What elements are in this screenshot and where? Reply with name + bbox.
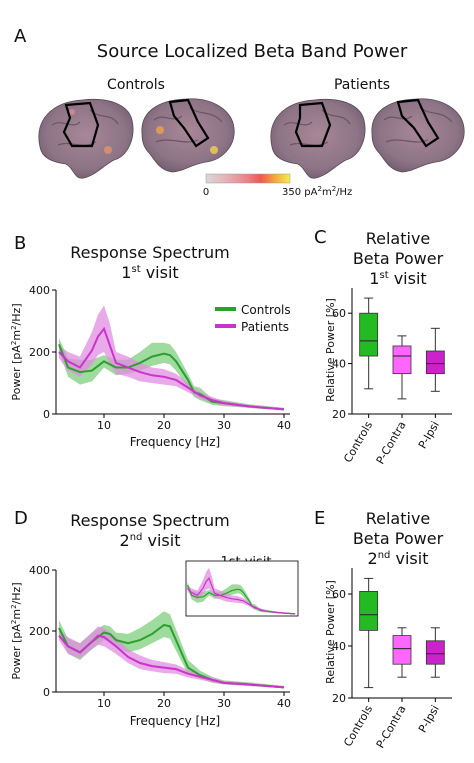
line-controls (58, 343, 285, 411)
band-controls (187, 582, 296, 615)
x-tick-label: 40 (277, 697, 291, 710)
svg-text:Power [pA2m2/Hz]: Power [pA2m2/Hz] (10, 582, 23, 679)
x-tick-label: 40 (277, 419, 291, 432)
box-1 (392, 345, 412, 375)
legend-label-controls: Controls (241, 303, 291, 317)
box-0 (359, 591, 379, 631)
x-tick-label: 20 (157, 419, 171, 432)
panel-d: D Response Spectrum 2nd visit Power [pA2… (10, 508, 299, 728)
y-tick-label: 20 (332, 408, 346, 421)
svg-text:Power [pA2m2/Hz]: Power [pA2m2/Hz] (10, 303, 23, 400)
y-tick-label: 400 (29, 564, 50, 577)
panel-a-title: Source Localized Beta Band Power (97, 41, 408, 62)
box-1 (392, 635, 412, 665)
group-label-controls: Controls (107, 77, 165, 93)
y-tick-label: 40 (332, 640, 346, 653)
panel-letter-b: B (14, 233, 26, 254)
panel-a: A Source Localized Beta Band Power Contr… (14, 26, 465, 198)
y-tick-label: 0 (43, 686, 50, 699)
colorbar-max-label: 350 pA2m2/Hz (282, 185, 352, 198)
panel-b-xlabel: Frequency [Hz] (130, 435, 221, 449)
y-tick-label: 20 (332, 692, 346, 705)
panel-e-title-line3: 2nd visit (368, 549, 429, 568)
legend-label-patients: Patients (241, 320, 289, 334)
band-controls (59, 611, 284, 689)
panel-c: C Relative Beta Power 1st visit Relative… (314, 227, 452, 466)
panel-e-ylabel: Relative Power [%] (324, 580, 337, 684)
band-controls (59, 338, 284, 411)
band-patients (59, 626, 284, 689)
line-patients (186, 577, 296, 615)
panel-letter-c: C (314, 227, 327, 248)
x-tick-label: P-Contra (374, 419, 409, 466)
panel-d-ylabel: Power [pA2m2/Hz] (10, 582, 23, 679)
line-patients (58, 326, 285, 411)
panel-b: B Response Spectrum 1st visit Power [pA2… (10, 233, 291, 449)
panel-letter-d: D (14, 508, 28, 529)
panel-letter-a: A (14, 26, 27, 47)
y-tick-label: 40 (332, 358, 346, 371)
group-label-patients: Patients (334, 77, 390, 93)
panel-d-xlabel: Frequency [Hz] (130, 714, 221, 728)
brain-patients-right-image (371, 98, 465, 173)
panel-b-ylabel: Power [pA2m2/Hz] (10, 303, 23, 400)
x-tick-label: 10 (97, 419, 111, 432)
colorbar (205, 173, 291, 184)
y-tick-label: 200 (29, 346, 50, 359)
panel-d-title-line1: Response Spectrum (70, 511, 229, 530)
y-tick-label: 400 (29, 284, 50, 297)
panel-c-title-line1: Relative (366, 229, 431, 248)
box-0 (359, 312, 379, 357)
box-2 (425, 640, 445, 665)
x-tick-label: 10 (97, 697, 111, 710)
panel-e: E Relative Beta Power 2nd visit Relative… (314, 508, 452, 750)
x-tick-label: P-Ipsi (416, 419, 442, 451)
x-tick-label: Controls (341, 703, 375, 749)
panel-d-inset-chart (185, 560, 299, 617)
x-tick-label: 30 (217, 697, 231, 710)
x-tick-label: Controls (341, 419, 375, 465)
panel-c-title-line2: Beta Power (353, 249, 444, 268)
panel-c-ylabel: Relative Power [%] (324, 298, 337, 402)
x-tick-label: 20 (157, 697, 171, 710)
panel-b-legend: Controls Patients (215, 303, 291, 334)
brain-controls-right-image (141, 98, 235, 173)
panel-e-title-line1: Relative (366, 509, 431, 528)
panel-c-title-line3: 1st visit (369, 269, 426, 288)
colorbar-min-label: 0 (203, 187, 209, 198)
y-tick-label: 60 (332, 588, 346, 601)
brain-patients-left-image (270, 98, 366, 179)
line-patients (58, 634, 285, 689)
panel-e-title-line2: Beta Power (353, 529, 444, 548)
panel-letter-e: E (314, 508, 325, 529)
line-controls (186, 584, 296, 615)
x-tick-label: P-Contra (374, 703, 409, 750)
panel-d-title-line2: 2nd visit (120, 531, 181, 550)
x-tick-label: P-Ipsi (416, 703, 442, 735)
y-tick-label: 60 (332, 307, 346, 320)
box-2 (425, 350, 445, 375)
x-tick-label: 30 (217, 419, 231, 432)
panel-b-title-line1: Response Spectrum (70, 243, 229, 262)
y-tick-label: 200 (29, 625, 50, 638)
y-tick-label: 0 (43, 408, 50, 421)
panel-b-title-line2: 1st visit (121, 263, 178, 282)
brain-controls-left-image (38, 98, 134, 179)
